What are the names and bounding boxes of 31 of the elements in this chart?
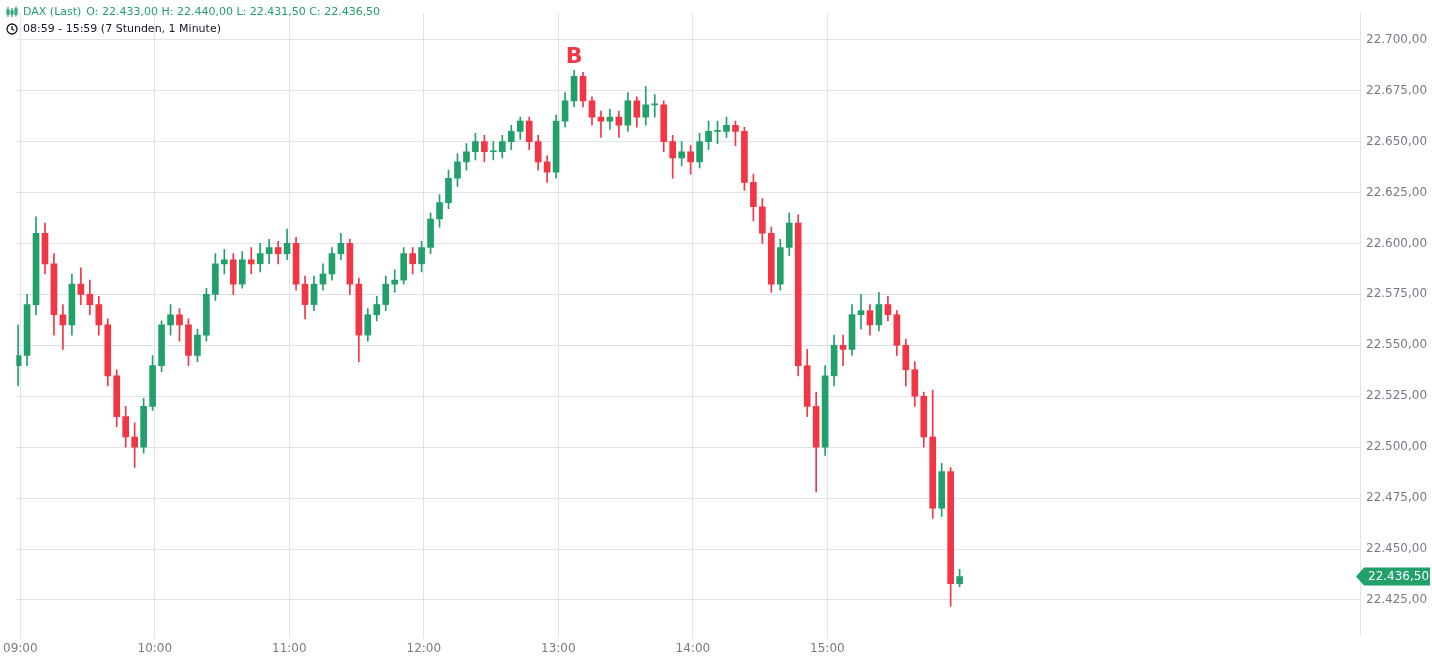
x-tick-label: 10:00 [137,640,173,655]
y-tick-label: 22.625,00 [1366,184,1428,199]
x-tick-label: 14:00 [675,640,711,655]
x-tick-label: 09:00 [3,640,38,655]
x-tick-label: 15:00 [810,640,845,655]
x-tick-label: 13:00 [541,640,576,655]
y-tick-label: 22.600,00 [1366,235,1428,250]
y-tick-label: 22.475,00 [1366,490,1428,505]
candlestick [59,304,67,350]
candlestick [247,247,255,275]
y-tick-label: 22.500,00 [1366,439,1428,454]
annotation: B [565,42,583,68]
annotation: 08:59 - 15:59 (7 Stunden, 1 Minute) [23,21,221,37]
candlestick [597,110,605,138]
y-tick-label: 22.450,00 [1366,541,1428,556]
x-tick-label: 11:00 [272,640,307,655]
y-tick-label: 22.650,00 [1366,133,1428,148]
y-tick-label: 22.525,00 [1366,388,1428,403]
y-tick-label: 22.550,00 [1366,337,1428,352]
x-tick-label: 12:00 [406,640,442,655]
chart-subtitle: O: 22.433,00 H: 22.440,00 L: 22.431,50 C: 22.436,50 [86,4,381,20]
candlestick [839,334,847,366]
y-tick-label: 22.700,00 [1366,31,1428,46]
candlestick [606,108,614,130]
text: 22.436,50 [1368,568,1430,583]
y-tick-label: 22.425,00 [1366,592,1428,607]
y-tick-label: 22.675,00 [1366,82,1428,97]
candlestick [391,269,399,293]
y-tick-label: 22.575,00 [1366,286,1428,301]
chart-title: DAX (Last) [23,4,82,20]
candlestick [857,294,865,330]
